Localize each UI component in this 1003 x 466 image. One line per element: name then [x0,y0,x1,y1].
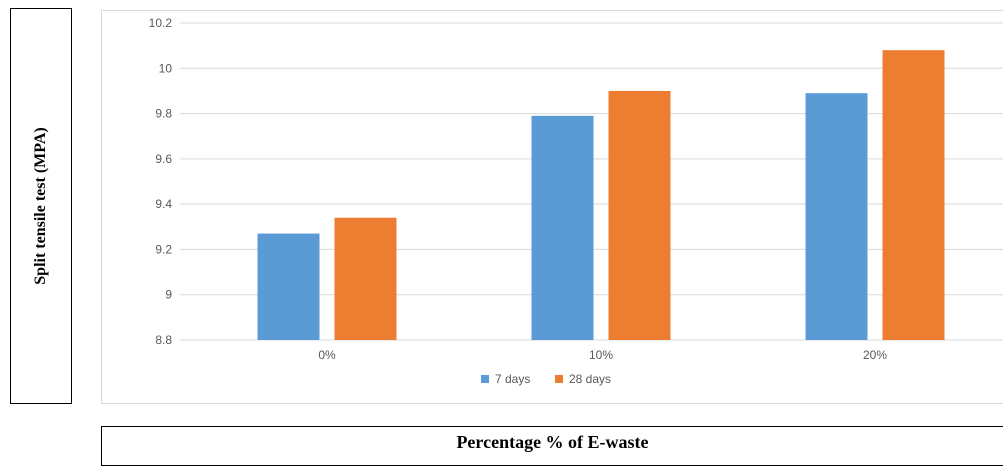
x-axis-label: Percentage % of E-waste [456,432,649,452]
y-tick-label: 8.8 [155,333,172,347]
bar [257,233,320,340]
y-tick-label: 9.4 [155,197,172,211]
y-tick-label: 9.8 [155,107,172,121]
y-tick-label: 9.6 [155,152,172,166]
legend-swatch [555,375,563,383]
legend-label: 7 days [495,372,530,386]
bar [334,217,397,340]
legend-swatch [481,375,489,383]
bar [531,115,594,340]
legend-label: 28 days [569,372,611,386]
bar [805,93,868,340]
x-tick-label: 10% [589,348,613,362]
y-tick-label: 9 [165,288,172,302]
x-axis-label-box: Percentage % of E-waste [101,426,1003,466]
bar [882,50,945,341]
y-axis-label-box: Split tensile test (MPA) [10,8,72,404]
x-tick-label: 0% [318,348,336,362]
y-tick-label: 10.2 [149,16,173,30]
y-tick-label: 10 [159,61,173,75]
x-tick-label: 20% [863,348,887,362]
y-tick-label: 9.2 [155,242,172,256]
bar-chart: 8.8 9 9.2 9.4 9.6 9.8 10 10.2 0% 10% 20% 7 days 28 d… [149,16,1003,386]
bar [608,90,671,340]
